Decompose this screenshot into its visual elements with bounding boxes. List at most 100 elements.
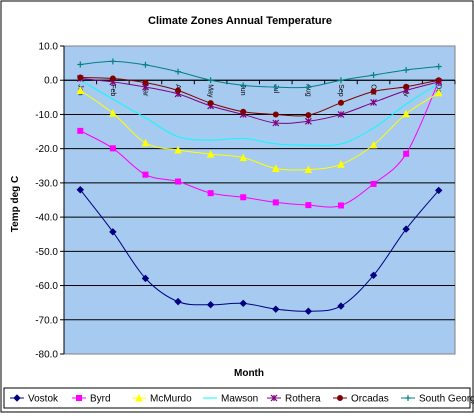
data-point (240, 194, 247, 201)
data-point (337, 77, 344, 84)
data-point (370, 99, 377, 106)
x-tick-label: Aug (304, 84, 311, 97)
legend-label: McMurdo (150, 394, 192, 405)
data-point (402, 225, 410, 233)
series-group (76, 58, 443, 315)
legend-label: Vostok (28, 394, 59, 405)
chart-title: Climate Zones Annual Temperature (148, 15, 332, 27)
data-point (304, 307, 313, 315)
data-point (272, 199, 279, 206)
legend-label: Orcadas (351, 394, 389, 405)
data-point (142, 171, 149, 178)
x-tick-label: May (207, 84, 214, 98)
data-point (207, 100, 214, 107)
data-point (142, 79, 149, 86)
y-tick-label: -60.0 (35, 281, 58, 292)
data-point (174, 145, 182, 154)
series-orcadas (77, 74, 442, 119)
y-tick-label: -50.0 (35, 247, 58, 258)
data-point (305, 202, 312, 209)
data-point (270, 394, 278, 402)
data-point (109, 58, 116, 65)
x-axis-label: Month (234, 368, 264, 379)
series-line (80, 78, 439, 124)
data-point (370, 180, 377, 187)
data-point (435, 77, 442, 84)
data-point (240, 82, 247, 89)
series-line (80, 79, 439, 147)
data-point (405, 395, 411, 401)
series-mcmurdo (76, 86, 443, 174)
data-point (272, 84, 279, 91)
data-point (403, 150, 410, 157)
data-point (369, 271, 378, 279)
series-vostok (76, 186, 443, 315)
x-tick-label: Feb (109, 84, 116, 96)
legend-item: Rothera (267, 394, 321, 405)
data-point (271, 164, 280, 173)
data-point (435, 186, 443, 195)
data-point (435, 63, 442, 70)
data-point (207, 77, 214, 84)
series-mawson (80, 79, 439, 147)
data-point (77, 61, 84, 68)
legend-item: South Georgia (401, 394, 474, 405)
y-tick-label: -20.0 (35, 144, 58, 155)
legend-item: Mawson (203, 394, 258, 405)
axes: 10.0 0.0 -10.0 -20.0 -30.0 -40.0 -50.0 -60.0 -70… (35, 42, 456, 361)
y-tick-label: 10.0 (39, 42, 59, 53)
data-point (337, 202, 344, 209)
y-tick-label: 0.0 (44, 76, 58, 87)
data-point (109, 108, 117, 117)
data-point (370, 72, 377, 79)
data-point (13, 394, 21, 402)
data-point (206, 301, 215, 309)
data-point (403, 83, 410, 90)
data-point (403, 66, 410, 73)
legend-label: South Georgia (419, 394, 474, 405)
y-tick-label: -70.0 (35, 315, 58, 326)
data-point (175, 178, 182, 185)
data-point (337, 99, 344, 106)
data-point (304, 117, 312, 125)
data-point (142, 61, 149, 68)
data-point (272, 305, 280, 313)
series-south-georgia (77, 58, 442, 91)
data-point (109, 145, 116, 152)
data-point (76, 186, 84, 194)
legend-label: Rothera (285, 394, 321, 405)
data-point (272, 119, 280, 127)
data-point (174, 297, 182, 306)
data-point (109, 228, 117, 236)
legend-box (3, 387, 471, 409)
x-tick-label: Jun (239, 84, 246, 95)
y-tick-label: -10.0 (35, 110, 58, 121)
series-line (80, 90, 439, 171)
data-point (141, 138, 150, 147)
y-tick-label: -30.0 (35, 178, 58, 189)
legend-item: Orcadas (333, 394, 389, 405)
data-point (337, 302, 345, 310)
legend-label: Mawson (221, 394, 258, 405)
data-point (272, 111, 279, 118)
legend-label: Byrd (90, 394, 111, 405)
data-point (305, 84, 312, 91)
data-point (76, 86, 85, 94)
data-point (77, 127, 84, 134)
y-tick-label: -80.0 (35, 350, 58, 361)
data-point (109, 75, 116, 82)
data-point (239, 153, 248, 162)
legend-item: Vostok (10, 394, 59, 405)
data-point (207, 190, 214, 197)
data-point (77, 74, 84, 81)
series-line (79, 189, 440, 312)
y-tick-label: -40.0 (35, 213, 58, 224)
data-point (175, 87, 182, 94)
data-point (305, 112, 312, 119)
data-point (337, 111, 345, 118)
series-byrd (77, 78, 442, 209)
data-point (240, 108, 247, 115)
data-point (337, 160, 345, 168)
